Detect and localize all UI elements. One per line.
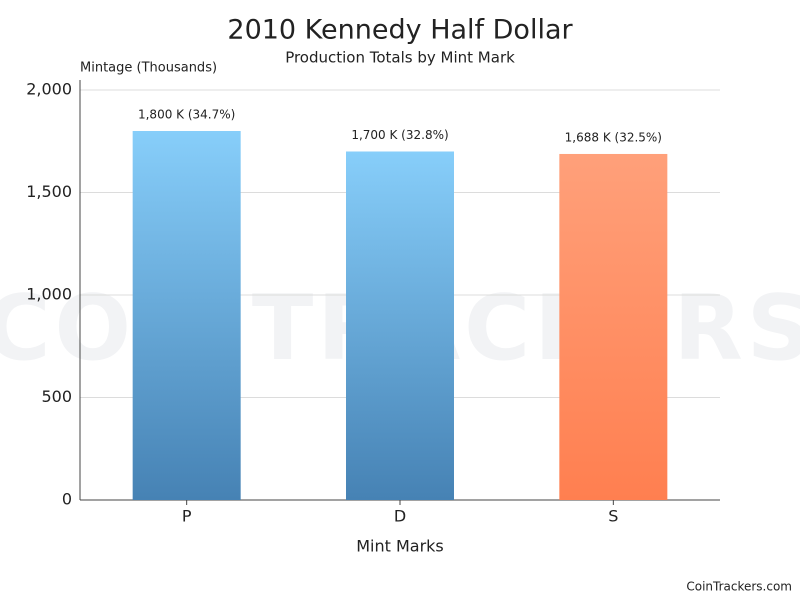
bar	[559, 153, 668, 500]
value-label: 1,800 K (34.7%)	[138, 108, 235, 122]
value-label: 1,688 K (32.5%)	[565, 130, 662, 144]
y-tick-label: 500	[41, 387, 72, 406]
value-label: 1,700 K (32.8%)	[351, 128, 448, 142]
bar	[132, 131, 241, 500]
chart-subtitle: Production Totals by Mint Mark	[285, 49, 515, 67]
y-tick-label: 0	[62, 490, 72, 509]
x-tick-label: D	[394, 507, 406, 526]
x-tick-label: S	[608, 507, 618, 526]
bar	[346, 151, 454, 500]
x-tick-label: P	[182, 507, 192, 526]
y-tick-label: 2,000	[26, 80, 72, 99]
y-axis-label: Mintage (Thousands)	[80, 61, 217, 76]
chart-title: 2010 Kennedy Half Dollar	[227, 15, 573, 46]
credit: CoinTrackers.com	[686, 580, 792, 594]
y-tick-label: 1,500	[26, 182, 72, 201]
y-tick-label: 1,000	[26, 285, 72, 304]
x-axis-label: Mint Marks	[356, 537, 444, 556]
